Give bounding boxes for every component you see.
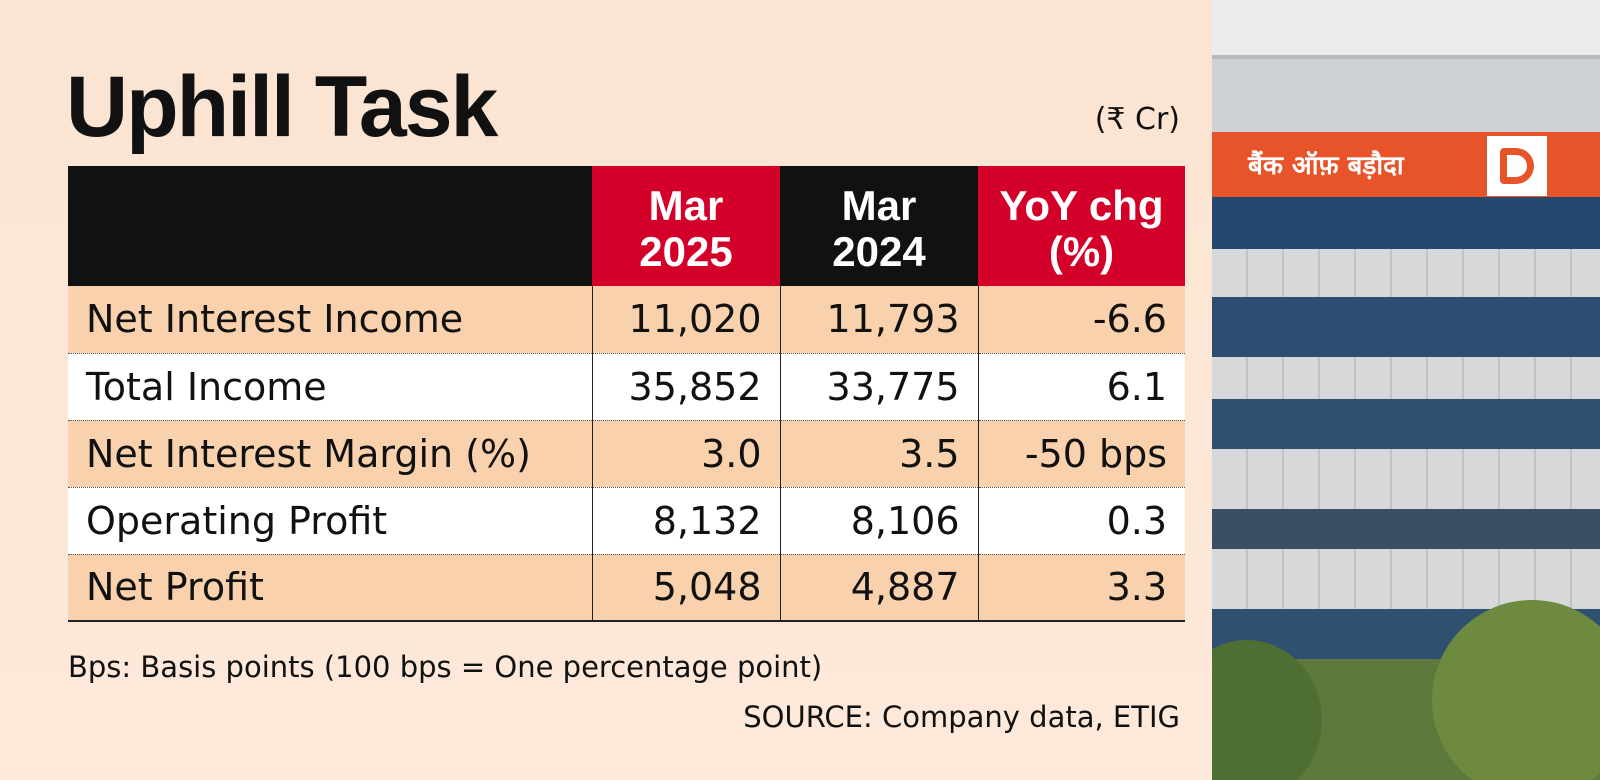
value-cell: 11,020 [591,286,780,354]
data-table: Mar 2025 Mar 2024 YoY chg (%) Net Interest … [68,166,1185,622]
header-row: Mar 2025 Mar 2024 YoY chg (%) [68,166,1185,286]
header-cell-yoy: YoY chg (%) [978,166,1185,286]
bank-logo-icon [1487,136,1547,196]
unit-label: (₹ Cr) [1094,102,1180,137]
bank-building-photo: बैंक ऑफ़ बड़ौदा [1212,0,1600,780]
bank-sign: बैंक ऑफ़ बड़ौदा [1212,132,1600,197]
source-note: SOURCE: Company data, ETIG [743,700,1180,734]
glass-band [1212,197,1600,249]
table-row: Net Interest Income 11,020 11,793 -6.6 [68,286,1185,354]
glass-band [1212,297,1600,357]
table-row: Operating Profit 8,132 8,106 0.3 [68,487,1185,555]
table-row: Net Profit 5,048 4,887 3.3 [68,554,1185,622]
header-line: Mar [648,182,724,229]
row-label: Total Income [68,353,592,421]
footnote: Bps: Basis points (100 bps = One percent… [68,650,823,684]
row-label: Net Interest Income [68,286,592,354]
row-label: Operating Profit [68,487,592,555]
chart-title: Uphill Task [66,59,498,155]
value-cell: 33,775 [779,353,978,421]
value-cell: -6.6 [977,286,1185,354]
tree [1432,600,1600,780]
glass-band [1212,399,1600,449]
value-cell: 35,852 [591,353,780,421]
building-top [1212,55,1600,135]
row-label: Net Interest Margin (%) [68,420,592,488]
value-cell: 0.3 [977,487,1185,555]
header-line: (%) [1048,228,1115,275]
header-cell-label [68,166,592,286]
row-label: Net Profit [68,554,592,622]
header-cell-mar-2024: Mar 2024 [780,166,978,286]
value-cell: 3.5 [779,420,978,488]
header-line: 2024 [832,228,926,275]
value-cell: 5,048 [591,554,780,622]
value-cell: 8,106 [779,487,978,555]
header-line: Mar [841,182,917,229]
header-line: 2025 [639,228,733,275]
value-cell: 8,132 [591,487,780,555]
header-line: YoY chg [999,182,1164,229]
glass-band [1212,509,1600,549]
value-cell: -50 bps [977,420,1185,488]
value-cell: 6.1 [977,353,1185,421]
value-cell: 3.0 [591,420,780,488]
value-cell: 11,793 [779,286,978,354]
sky [1212,0,1600,60]
facade [1212,249,1600,297]
value-cell: 4,887 [779,554,978,622]
facade [1212,549,1600,609]
sign-text: बैंक ऑफ़ बड़ौदा [1248,151,1404,181]
header-cell-mar-2025: Mar 2025 [592,166,780,286]
table-row: Net Interest Margin (%) 3.0 3.5 -50 bps [68,420,1185,488]
facade [1212,449,1600,509]
table-row: Total Income 35,852 33,775 6.1 [68,353,1185,421]
value-cell: 3.3 [977,554,1185,622]
facade [1212,357,1600,399]
